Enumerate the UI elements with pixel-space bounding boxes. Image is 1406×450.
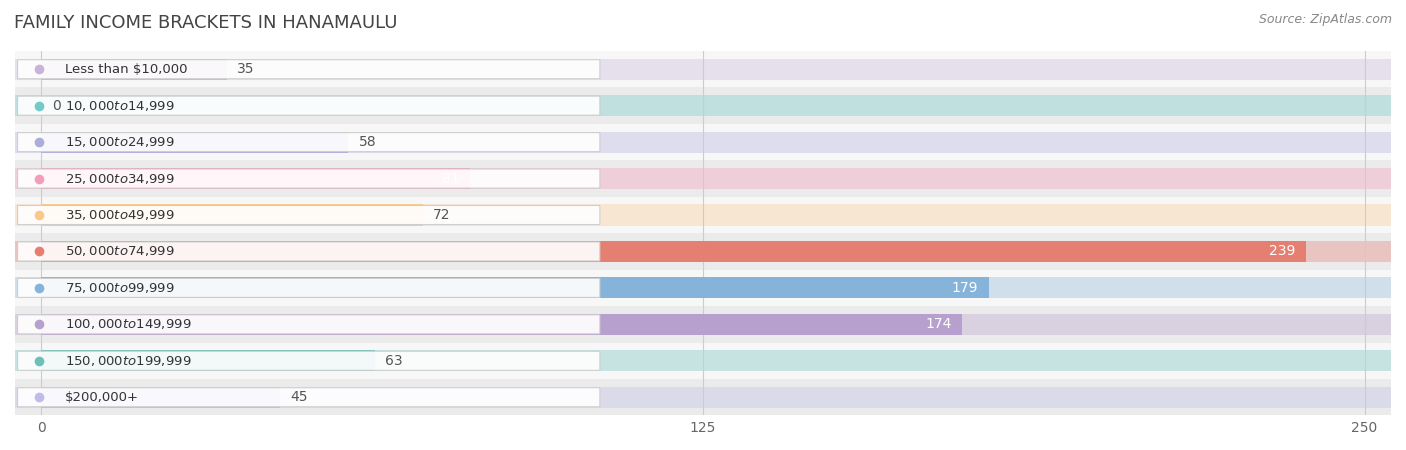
FancyBboxPatch shape bbox=[17, 242, 600, 261]
Text: 45: 45 bbox=[290, 390, 308, 404]
FancyBboxPatch shape bbox=[17, 315, 600, 334]
Bar bbox=[15, 277, 1391, 298]
Bar bbox=[15, 350, 1391, 371]
Text: $25,000 to $34,999: $25,000 to $34,999 bbox=[65, 171, 174, 185]
Bar bbox=[15, 379, 1391, 415]
Bar bbox=[41, 58, 226, 80]
Bar bbox=[41, 277, 988, 298]
Text: 81: 81 bbox=[441, 171, 460, 185]
Text: 174: 174 bbox=[925, 317, 952, 331]
Bar bbox=[15, 387, 1391, 408]
Text: Less than $10,000: Less than $10,000 bbox=[65, 63, 188, 76]
Bar bbox=[15, 233, 1391, 270]
Text: $200,000+: $200,000+ bbox=[65, 391, 139, 404]
Bar bbox=[15, 342, 1391, 379]
Text: $75,000 to $99,999: $75,000 to $99,999 bbox=[65, 281, 174, 295]
Bar bbox=[41, 168, 470, 189]
Bar bbox=[15, 160, 1391, 197]
Text: 239: 239 bbox=[1270, 244, 1296, 258]
Bar bbox=[15, 197, 1391, 233]
Bar bbox=[15, 314, 1391, 335]
Text: 0: 0 bbox=[52, 99, 60, 112]
Text: 58: 58 bbox=[359, 135, 377, 149]
Bar bbox=[15, 241, 1391, 262]
Text: 179: 179 bbox=[952, 281, 979, 295]
Text: $150,000 to $199,999: $150,000 to $199,999 bbox=[65, 354, 191, 368]
Bar bbox=[15, 58, 1391, 80]
FancyBboxPatch shape bbox=[17, 60, 600, 79]
Bar bbox=[41, 314, 962, 335]
Bar bbox=[15, 87, 1391, 124]
Bar bbox=[15, 95, 1391, 116]
Bar bbox=[41, 350, 375, 371]
Text: $10,000 to $14,999: $10,000 to $14,999 bbox=[65, 99, 174, 112]
FancyBboxPatch shape bbox=[17, 388, 600, 407]
FancyBboxPatch shape bbox=[17, 96, 600, 115]
Text: 72: 72 bbox=[433, 208, 450, 222]
Bar bbox=[41, 131, 349, 153]
Bar bbox=[41, 241, 1306, 262]
FancyBboxPatch shape bbox=[17, 206, 600, 225]
Text: $15,000 to $24,999: $15,000 to $24,999 bbox=[65, 135, 174, 149]
Text: $50,000 to $74,999: $50,000 to $74,999 bbox=[65, 244, 174, 258]
Bar bbox=[41, 387, 280, 408]
Bar bbox=[15, 270, 1391, 306]
Text: Source: ZipAtlas.com: Source: ZipAtlas.com bbox=[1258, 14, 1392, 27]
Text: 35: 35 bbox=[238, 62, 254, 76]
Bar bbox=[15, 124, 1391, 160]
Text: 63: 63 bbox=[385, 354, 404, 368]
Bar bbox=[41, 204, 423, 225]
FancyBboxPatch shape bbox=[17, 279, 600, 297]
Text: $35,000 to $49,999: $35,000 to $49,999 bbox=[65, 208, 174, 222]
Bar bbox=[15, 204, 1391, 225]
Bar bbox=[15, 131, 1391, 153]
Bar bbox=[15, 168, 1391, 189]
Bar bbox=[15, 306, 1391, 342]
Bar bbox=[15, 51, 1391, 87]
Text: $100,000 to $149,999: $100,000 to $149,999 bbox=[65, 317, 191, 331]
FancyBboxPatch shape bbox=[17, 133, 600, 152]
FancyBboxPatch shape bbox=[17, 169, 600, 188]
FancyBboxPatch shape bbox=[17, 351, 600, 370]
Text: FAMILY INCOME BRACKETS IN HANAMAULU: FAMILY INCOME BRACKETS IN HANAMAULU bbox=[14, 14, 398, 32]
